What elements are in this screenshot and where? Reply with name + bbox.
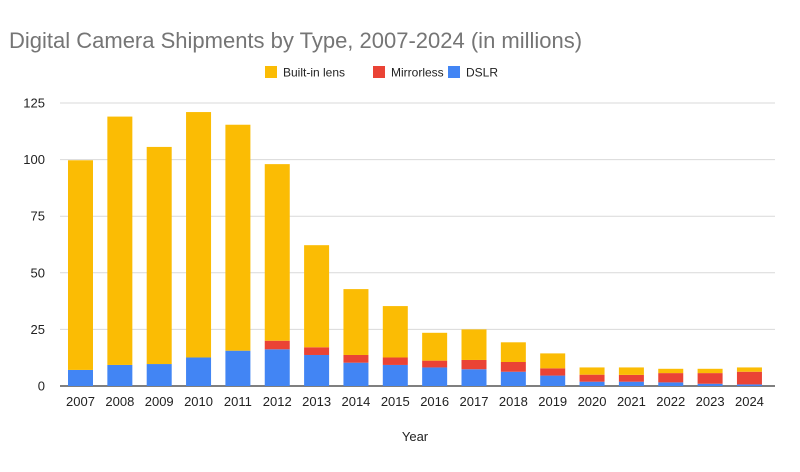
bar-dslr-2021 [618, 381, 644, 386]
x-tick-label: 2018 [499, 394, 528, 409]
bar-dslr-2014 [343, 362, 369, 386]
legend: Built-in lens Mirrorless DSLR [265, 66, 498, 80]
bar-built-in-lens-2011 [225, 124, 251, 351]
bar-dslr-2015 [382, 364, 408, 386]
bar-built-in-lens-2007 [68, 160, 93, 370]
bars [68, 112, 762, 386]
bar-built-in-lens-2015 [382, 306, 408, 358]
x-tick-labels: 2007 2008 2009 2010 2011 2012 2013 2014 2015 2016… [66, 394, 764, 409]
y-tick-label: 0 [38, 379, 45, 394]
bar-built-in-lens-2018 [500, 342, 526, 363]
bar-dslr-2016 [422, 367, 448, 386]
x-tick-label: 2008 [105, 394, 134, 409]
chart-title: Digital Camera Shipments by Type, 2007-2… [9, 28, 582, 53]
x-tick-label: 2009 [145, 394, 174, 409]
bar-built-in-lens-2022 [658, 368, 684, 374]
bar-mirrorless-2012 [264, 340, 290, 350]
bar-mirrorless-2020 [579, 374, 605, 382]
x-tick-label: 2015 [381, 394, 410, 409]
x-tick-label: 2011 [224, 394, 252, 409]
x-tick-label: 2012 [263, 394, 292, 409]
bar-mirrorless-2022 [658, 373, 684, 383]
bar-built-in-lens-2021 [618, 367, 644, 375]
bar-built-in-lens-2013 [304, 245, 330, 348]
x-tick-label: 2014 [341, 394, 370, 409]
y-tick-label: 25 [31, 322, 45, 337]
bar-built-in-lens-2014 [343, 289, 369, 355]
bar-mirrorless-2018 [500, 362, 526, 372]
bar-dslr-2012 [264, 349, 290, 386]
bar-built-in-lens-2012 [264, 164, 290, 341]
bar-dslr-2022 [658, 382, 684, 386]
bar-built-in-lens-2020 [579, 367, 605, 375]
bar-mirrorless-2013 [304, 347, 330, 355]
bar-built-in-lens-2010 [186, 112, 212, 358]
x-tick-label: 2017 [460, 394, 489, 409]
legend-label: DSLR [466, 66, 498, 80]
bar-dslr-2023 [697, 383, 723, 386]
bar-dslr-2020 [579, 381, 605, 386]
x-tick-label: 2013 [302, 394, 331, 409]
legend-label: Mirrorless [391, 66, 444, 80]
x-tick-label: 2022 [656, 394, 685, 409]
bar-built-in-lens-2008 [107, 116, 133, 365]
bar-dslr-2017 [461, 369, 487, 386]
y-tick-label: 50 [31, 265, 45, 280]
bar-dslr-2011 [225, 350, 251, 386]
legend-swatch [373, 66, 385, 78]
bar-dslr-2009 [146, 364, 172, 386]
x-tick-label: 2010 [184, 394, 213, 409]
bar-mirrorless-2017 [461, 359, 487, 370]
legend-swatch [265, 66, 277, 78]
bar-dslr-2008 [107, 364, 133, 386]
bar-dslr-2024 [736, 384, 762, 386]
y-tick-label: 75 [31, 209, 45, 224]
bar-mirrorless-2024 [736, 371, 762, 385]
bar-mirrorless-2016 [422, 360, 448, 368]
bar-mirrorless-2019 [540, 368, 566, 376]
y-tick-label: 100 [23, 152, 45, 167]
bar-mirrorless-2014 [343, 354, 369, 363]
bar-dslr-2019 [540, 375, 566, 386]
x-tick-label: 2020 [578, 394, 607, 409]
x-tick-label: 2023 [696, 394, 725, 409]
bar-dslr-2018 [500, 371, 526, 386]
bar-mirrorless-2021 [618, 374, 644, 382]
bar-dslr-2007 [68, 369, 93, 386]
x-tick-label: 2021 [617, 394, 646, 409]
bar-dslr-2010 [186, 357, 212, 386]
x-tick-label: 2007 [66, 394, 95, 409]
x-axis-label: Year [402, 429, 429, 444]
y-tick-label: 125 [23, 96, 45, 111]
bar-mirrorless-2015 [382, 357, 408, 365]
bar-built-in-lens-2009 [146, 146, 172, 365]
bar-built-in-lens-2024 [736, 367, 762, 372]
bar-mirrorless-2023 [697, 373, 723, 384]
x-tick-label: 2024 [735, 394, 764, 409]
bar-built-in-lens-2017 [461, 329, 487, 360]
x-tick-label: 2019 [538, 394, 567, 409]
gridlines: 0 25 50 75 100 125 [23, 96, 775, 394]
legend-label: Built-in lens [283, 66, 345, 80]
bar-built-in-lens-2019 [540, 353, 566, 369]
legend-swatch [448, 66, 460, 78]
bar-dslr-2013 [304, 354, 330, 386]
x-tick-label: 2016 [420, 394, 449, 409]
bar-built-in-lens-2016 [422, 332, 448, 361]
bar-built-in-lens-2023 [697, 368, 723, 374]
